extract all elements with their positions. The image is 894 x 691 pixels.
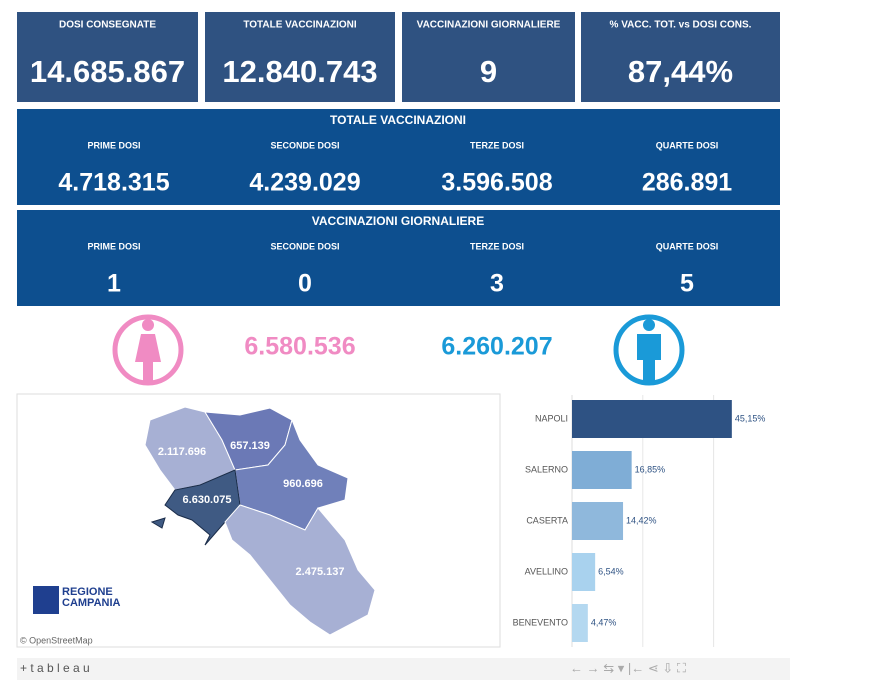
kpi-label: % VACC. TOT. vs DOSI CONS.	[610, 20, 752, 31]
value-label: 6,54%	[598, 566, 624, 576]
panel-value: 4.718.315	[58, 169, 169, 197]
logo-text: CAMPANIA	[62, 597, 121, 609]
kpi-value: 14.685.867	[30, 54, 185, 89]
panel	[17, 109, 780, 205]
value-label: 45,15%	[735, 413, 766, 423]
panel-value: 3.596.508	[441, 169, 552, 197]
kpi-card	[581, 12, 780, 102]
panel-title: TOTALE VACCINAZIONI	[330, 113, 466, 127]
province-value: 960.696	[283, 478, 323, 490]
kpi-label: VACCINAZIONI GIORNALIERE	[417, 20, 561, 31]
panel-value: 4.239.029	[249, 169, 360, 197]
panel-value: 0	[298, 270, 312, 298]
province-value: 657.139	[230, 440, 270, 452]
panel-label: SECONDE DOSI	[270, 140, 339, 150]
gender-body	[637, 334, 661, 384]
panel-label: SECONDE DOSI	[270, 241, 339, 251]
value-label: 16,85%	[635, 464, 666, 474]
panel	[17, 210, 780, 306]
gender-head	[142, 319, 154, 331]
panel-value: 286.891	[642, 169, 732, 197]
category-label: SALERNO	[525, 464, 568, 474]
footer-bar	[17, 658, 790, 680]
panel-label: TERZE DOSI	[470, 241, 524, 251]
province-value: 2.475.137	[296, 566, 345, 578]
category-label: AVELLINO	[525, 566, 568, 576]
panel-label: PRIME DOSI	[87, 140, 140, 150]
panel-value: 3	[490, 270, 504, 298]
toolbar-icons[interactable]: ← → ⇆ ▾ |← ⋖ ⇩ ⛶	[570, 660, 687, 675]
map-credit: © OpenStreetMap	[20, 635, 93, 645]
panel-label: QUARTE DOSI	[656, 241, 719, 251]
province-value: 2.117.696	[158, 446, 206, 458]
category-label: NAPOLI	[535, 413, 568, 423]
value-label: 14,42%	[626, 515, 657, 525]
category-label: CASERTA	[526, 515, 568, 525]
panel-label: TERZE DOSI	[470, 140, 524, 150]
bar	[572, 451, 632, 489]
panel-title: VACCINAZIONI GIORNALIERE	[312, 214, 484, 228]
kpi-value: 12.840.743	[222, 54, 377, 89]
province-value: 6.630.075	[183, 494, 232, 506]
bar	[572, 553, 596, 591]
kpi-value: 9	[480, 54, 497, 89]
kpi-card	[17, 12, 198, 102]
panel-label: PRIME DOSI	[87, 241, 140, 251]
logo-text: REGIONE	[62, 586, 113, 598]
panel-value: 1	[107, 270, 121, 298]
value-label: 4,47%	[591, 617, 617, 627]
female-total: 6.580.536	[244, 333, 355, 361]
kpi-value: 87,44%	[628, 54, 733, 89]
panel-label: QUARTE DOSI	[656, 140, 719, 150]
logo	[33, 586, 59, 614]
kpi-label: DOSI CONSEGNATE	[59, 20, 156, 31]
male-total: 6.260.207	[441, 333, 552, 361]
panel-value: 5	[680, 270, 694, 298]
bar	[572, 400, 732, 438]
category-label: BENEVENTO	[513, 617, 568, 627]
map	[144, 406, 376, 636]
bar	[572, 604, 588, 642]
gender-head	[643, 319, 655, 331]
kpi-label: TOTALE VACCINAZIONI	[243, 20, 357, 31]
bar	[572, 502, 624, 540]
kpi-card	[402, 12, 575, 102]
logo-shield	[33, 586, 59, 614]
province-salerno	[224, 504, 376, 636]
gender-body	[135, 334, 161, 384]
tableau-logo: + t a b l e a u	[20, 661, 90, 675]
kpi-card	[205, 12, 395, 102]
province-napoli	[150, 469, 241, 546]
